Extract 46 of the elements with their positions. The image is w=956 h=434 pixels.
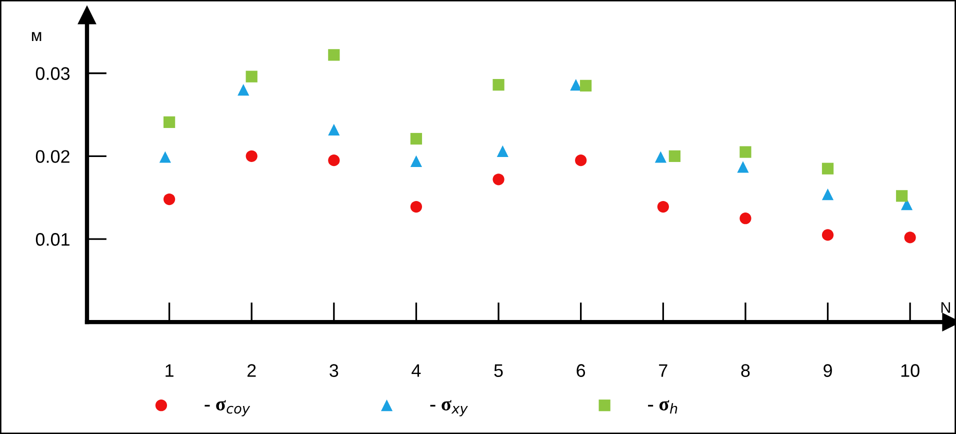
legend-label: - σ$_{xy}$ xyxy=(430,400,468,416)
point xyxy=(246,70,258,82)
point xyxy=(492,174,504,186)
point xyxy=(159,151,171,163)
x-tick-label: 9 xyxy=(824,364,832,377)
y-tick-label: 0.01 xyxy=(36,233,70,246)
point xyxy=(328,124,340,136)
y-tick-label: 0.03 xyxy=(36,67,70,80)
point xyxy=(822,229,834,241)
point xyxy=(822,188,834,200)
point xyxy=(410,200,422,213)
point xyxy=(657,200,669,213)
point xyxy=(668,150,680,162)
point xyxy=(163,116,176,128)
point xyxy=(740,212,752,224)
x-tick-label: 5 xyxy=(494,364,503,377)
x-tick-label: 1 xyxy=(166,364,174,377)
legend-label: - σ$_{h}$ xyxy=(648,400,678,414)
point xyxy=(822,162,834,174)
point xyxy=(410,132,422,145)
point xyxy=(163,193,176,206)
point xyxy=(410,155,422,167)
x-tick-label: 8 xyxy=(741,364,750,377)
point xyxy=(737,161,749,173)
point xyxy=(328,154,340,166)
legend-label: - σ$_{coy}$ xyxy=(204,400,250,416)
x-tick-label: 7 xyxy=(659,364,668,377)
point xyxy=(246,150,258,162)
x-tick-label: 2 xyxy=(248,364,256,377)
point xyxy=(580,80,592,92)
x-tick-label: 4 xyxy=(412,364,421,377)
point xyxy=(492,79,504,91)
point xyxy=(575,154,587,166)
y-axis-title: м xyxy=(32,32,42,41)
y-tick-label: 0.02 xyxy=(36,150,70,163)
point xyxy=(238,84,250,96)
point xyxy=(904,232,916,244)
point xyxy=(896,190,908,202)
x-tick-label: 6 xyxy=(576,364,586,377)
x-axis-title: N xyxy=(941,302,950,313)
point xyxy=(740,146,752,158)
point xyxy=(654,151,666,163)
point xyxy=(496,145,508,158)
point xyxy=(328,49,340,61)
x-tick-label: 3 xyxy=(330,364,338,377)
x-tick-label: 10 xyxy=(901,364,920,377)
